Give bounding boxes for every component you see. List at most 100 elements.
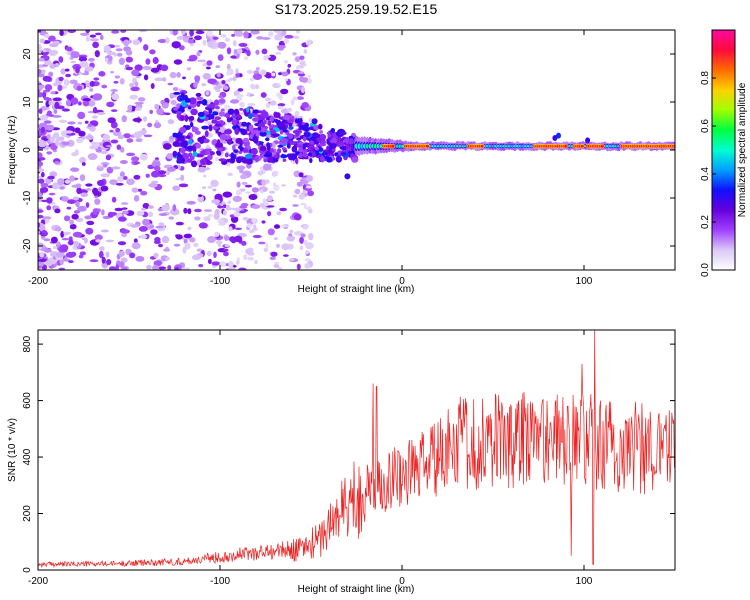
heatmap-cell	[180, 147, 186, 154]
heatmap-cell	[207, 78, 217, 84]
heatmap-cell	[48, 35, 56, 42]
heatmap-cell	[326, 150, 334, 154]
heatmap-cell	[172, 30, 178, 36]
heatmap-cell	[293, 194, 298, 198]
heatmap-cell	[218, 98, 226, 104]
heatmap-cell	[246, 223, 253, 229]
heatmap-cell	[76, 137, 84, 144]
heatmap-cell	[268, 31, 274, 37]
heatmap-cell	[53, 109, 58, 114]
heatmap-cell	[265, 137, 270, 142]
heatmap-cell	[237, 33, 243, 37]
heatmap-cell	[85, 183, 93, 187]
colorbar-tick-label: 0.6	[700, 119, 711, 133]
heatmap-cell	[176, 96, 181, 101]
heatmap-cell	[188, 152, 193, 158]
heatmap-cell	[247, 256, 254, 261]
heatmap-cell	[226, 47, 232, 55]
heatmap-cell	[188, 97, 197, 105]
heatmap-cell	[296, 144, 304, 148]
heatmap-cell	[98, 71, 106, 77]
heatmap-cell	[299, 75, 305, 83]
heatmap-cell	[265, 179, 270, 184]
heatmap-cell	[57, 84, 63, 92]
heatmap-cell	[147, 211, 154, 218]
heatmap-cell	[234, 235, 243, 243]
heatmap-cell	[231, 34, 236, 37]
heatmap-cell	[276, 211, 282, 216]
heatmap-cell	[38, 175, 42, 179]
heatmap-cell	[299, 245, 304, 250]
heatmap-cell	[125, 49, 133, 56]
heatmap-cell	[276, 152, 280, 160]
heatmap-cell	[206, 91, 209, 95]
heatmap-cell	[207, 185, 213, 189]
heatmap-cell	[250, 30, 260, 35]
heatmap-cell	[38, 178, 45, 184]
heatmap-cell	[89, 38, 100, 42]
heatmap-cell	[40, 183, 49, 188]
heatmap-cell	[309, 140, 315, 146]
heatmap-cell	[480, 144, 484, 148]
heatmap-cell	[212, 111, 218, 115]
heatmap-cell	[65, 73, 71, 78]
heatmap-cell	[139, 130, 148, 134]
heatmap-cell	[196, 96, 204, 101]
heatmap-cell	[187, 208, 192, 215]
heatmap-cell	[38, 64, 42, 69]
heatmap-cell	[294, 110, 300, 116]
heatmap-cell	[153, 252, 159, 258]
heatmap-cell	[304, 262, 311, 269]
heatmap-cell	[198, 264, 204, 268]
heatmap-cell	[232, 195, 242, 202]
heatmap-cell	[266, 195, 273, 202]
heatmap-cell	[226, 162, 231, 167]
heatmap-cell	[138, 30, 148, 33]
heatmap-cell	[198, 194, 203, 198]
heatmap-cell	[235, 189, 242, 196]
heatmap-cell	[73, 240, 79, 248]
heatmap-cell	[224, 244, 230, 248]
heatmap-cell	[126, 178, 135, 186]
heatmap-cell	[189, 237, 196, 243]
heatmap-cell	[194, 216, 201, 221]
heatmap-cell	[274, 51, 282, 55]
heatmap-cell	[296, 115, 304, 119]
heatmap-cell	[61, 108, 70, 112]
heatmap-cell	[261, 48, 268, 55]
heatmap-cell	[275, 118, 279, 124]
heatmap-cell	[238, 42, 248, 47]
heatmap-cell	[162, 143, 172, 150]
heatmap-cell	[114, 75, 121, 79]
heatmap-cell	[281, 147, 287, 151]
heatmap-cell	[218, 111, 226, 117]
heatmap-cell	[105, 239, 115, 243]
heatmap-cell	[160, 64, 169, 72]
heatmap-cell	[239, 205, 248, 209]
heatmap-cell	[295, 130, 300, 137]
heatmap-cell	[204, 111, 209, 115]
heatmap-cell	[64, 68, 70, 72]
heatmap-cell	[227, 138, 232, 145]
heatmap-cell	[260, 145, 267, 152]
heatmap-cell	[236, 165, 246, 171]
heatmap-cell	[299, 55, 305, 61]
heatmap-cell	[39, 186, 49, 193]
heatmap-cell	[72, 196, 80, 201]
heatmap-cell	[263, 55, 271, 58]
heatmap-cell	[284, 78, 288, 82]
heatmap-cell	[219, 261, 226, 267]
heatmap-cell	[100, 185, 109, 192]
heatmap-cell	[111, 166, 121, 170]
heatmap-cell	[186, 58, 197, 62]
heatmap-cell	[259, 202, 266, 208]
heatmap-cell	[38, 161, 44, 167]
heatmap-cell	[213, 86, 218, 90]
heatmap-cell	[119, 78, 125, 85]
heatmap-cell	[294, 56, 301, 62]
heatmap-cell	[259, 131, 267, 137]
heatmap-cell	[38, 86, 43, 91]
heatmap-cell	[238, 150, 243, 154]
heatmap-cell	[50, 91, 56, 95]
